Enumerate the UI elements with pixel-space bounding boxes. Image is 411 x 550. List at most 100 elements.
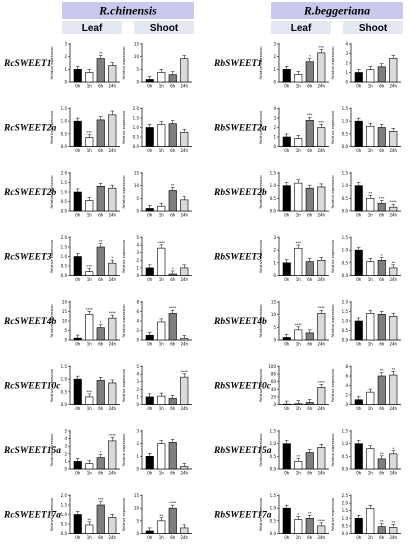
bar-rcsweet1-shoot-1h [157, 72, 166, 83]
sig-rbsweet2a-leaf-3: *** [319, 120, 325, 124]
ytick-label-rcsweet1-leaf-1: 1 [64, 67, 67, 72]
ytick-label-rcsweet2a-leaf-2: 1.0 [61, 119, 68, 124]
bar-rbsweet2a-leaf-0h [282, 136, 291, 147]
ylabel-rcsweet10c-shoot: Relative expression [122, 369, 126, 402]
bar-rbsweet4b-shoot-24h [389, 315, 398, 341]
ytick-label-rcsweet10c-shoot-0: 0 [136, 402, 139, 407]
ylabel-rbsweet15a-leaf: Relative expression [259, 433, 263, 466]
bar-rcsweet2a-shoot-6h [168, 123, 177, 147]
xtick-rcsweet2b-shoot-2: 6h [170, 213, 176, 218]
species-band-rc [62, 2, 194, 19]
xtick-rcsweet2b-shoot-1: 1h [159, 213, 165, 218]
ytick-label-rcsweet15a-shoot-2: 2 [136, 441, 139, 446]
bar-rbsweet1-shoot-6h [377, 66, 386, 83]
ytick-label-rcsweet2b-leaf-4: 2.0 [61, 171, 68, 176]
ytick-label-rbsweet4b-shoot-1: 0.5 [342, 328, 349, 333]
ylabel-rcsweet2a-shoot: Relative expression [122, 111, 126, 144]
xtick-rbsweet2b-leaf-3: 24h [317, 213, 325, 218]
ytick-label-rcsweet10c-shoot-2: 2 [136, 387, 139, 392]
xtick-rcsweet3-shoot-3: 24h [180, 277, 188, 282]
bar-rcsweet3-shoot-6h [168, 273, 177, 276]
ytick-label-rcsweet10c-shoot-1: 1 [136, 394, 139, 399]
ytick-label-rcsweet1-leaf-3: 3 [64, 42, 67, 47]
xtick-rbsweet17a-leaf-2: 6h [307, 535, 313, 540]
sig-rbsweet10c-leaf-3: **** [318, 380, 325, 384]
bar-rbsweet2a-leaf-24h [317, 127, 326, 147]
ytick-label-rbsweet17a-shoot-1: 0.5 [342, 523, 349, 528]
sig-rcsweet2b-shoot-2: ** [171, 183, 175, 187]
bar-rbsweet17a-shoot-24h [389, 527, 398, 534]
xtick-rbsweet4b-shoot-3: 24h [389, 342, 397, 347]
bar-rbsweet1-leaf-1h [294, 74, 303, 83]
xtick-rbsweet3-shoot-0: 0h [356, 277, 362, 282]
bar-rcsweet15a-shoot-1h [157, 443, 166, 470]
ylabel-rcsweet1-shoot: Relative expression [122, 46, 126, 79]
xtick-rbsweet15a-leaf-0: 0h [284, 471, 290, 476]
xtick-rcsweet17a-leaf-0: 0h [75, 535, 81, 540]
ylabel-rbsweet3-leaf: Relative expression [259, 240, 263, 273]
xtick-rbsweet17a-shoot-2: 6h [379, 535, 385, 540]
bar-rbsweet3-leaf-6h [305, 261, 314, 276]
ytick-label-rcsweet15a-leaf-4: 4 [64, 436, 67, 441]
xtick-rcsweet3-shoot-1: 1h [159, 277, 165, 282]
xtick-rbsweet10c-shoot-0: 0h [356, 406, 362, 411]
ytick-label-rbsweet3-shoot-1: 0.5 [342, 260, 349, 265]
ytick-label-rcsweet2b-leaf-2: 1.0 [61, 190, 68, 195]
ytick-label-rcsweet2b-shoot-3: 15 [134, 171, 140, 176]
xtick-rcsweet4b-leaf-2: 6h [98, 342, 104, 347]
ytick-label-rcsweet1-shoot-2: 10 [134, 54, 140, 59]
gene-label-rbsweet15a: RbSWEET15a [213, 446, 272, 456]
bar-rbsweet2b-leaf-0h [282, 185, 291, 212]
ytick-label-rcsweet3-leaf-2: 1.0 [61, 254, 68, 259]
sig-rcsweet10c-shoot-3: **** [181, 370, 188, 374]
bar-rcsweet2a-leaf-6h [96, 119, 105, 147]
ytick-label-rcsweet4b-leaf-4: 20 [62, 300, 68, 305]
xtick-rcsweet10c-leaf-2: 6h [98, 406, 104, 411]
bar-rcsweet17a-shoot-1h [157, 520, 166, 534]
ytick-label-rbsweet3-leaf-1: 1 [273, 260, 276, 265]
bar-rbsweet15a-leaf-24h [317, 447, 326, 470]
xtick-rcsweet15a-shoot-1: 1h [159, 471, 165, 476]
xtick-rcsweet2b-leaf-1: 1h [87, 213, 93, 218]
xtick-rbsweet10c-shoot-1: 1h [368, 406, 374, 411]
xtick-rcsweet4b-shoot-3: 24h [180, 342, 188, 347]
ytick-label-rcsweet3-shoot-4: 4 [136, 243, 139, 248]
xtick-rbsweet17a-leaf-0: 0h [284, 535, 290, 540]
xtick-rcsweet1-shoot-2: 6h [170, 84, 176, 89]
xtick-rcsweet2a-shoot-2: 6h [170, 148, 176, 153]
bar-rbsweet4b-leaf-0h [282, 337, 291, 341]
xtick-rbsweet17a-shoot-3: 24h [389, 535, 397, 540]
bar-rbsweet4b-leaf-6h [305, 332, 314, 341]
xtick-rbsweet10c-leaf-1: 1h [296, 406, 302, 411]
ytick-label-rbsweet3-leaf-2: 2 [273, 248, 276, 253]
bar-rbsweet17a-shoot-6h [377, 526, 386, 534]
ytick-label-rbsweet10c-leaf-1: 20 [271, 394, 277, 399]
xtick-rbsweet2b-shoot-0: 0h [356, 213, 362, 218]
bar-rcsweet10c-leaf-1h [85, 396, 94, 405]
xtick-rcsweet1-shoot-0: 0h [147, 84, 153, 89]
bar-rcsweet2b-leaf-6h [96, 186, 105, 212]
ytick-label-rbsweet15a-leaf-3: 1.5 [270, 429, 277, 434]
bar-rbsweet1-leaf-0h [282, 69, 291, 83]
ytick-label-rbsweet15a-shoot-3: 1.5 [342, 429, 349, 434]
ytick-label-rbsweet10c-leaf-2: 40 [271, 387, 277, 392]
species-title-rb: R.beggeriana [303, 4, 370, 18]
ytick-label-rcsweet17a-shoot-3: 15 [134, 493, 140, 498]
bar-rbsweet17a-shoot-1h [366, 508, 375, 534]
ytick-label-rbsweet17a-leaf-1: 0.5 [270, 518, 277, 523]
ytick-label-rcsweet2a-leaf-3: 1.5 [61, 106, 68, 111]
bar-rbsweet3-leaf-0h [282, 262, 291, 276]
ytick-label-rcsweet17a-leaf-3: 1.5 [61, 503, 68, 508]
ytick-label-rbsweet10c-leaf-3: 60 [271, 379, 277, 384]
ytick-label-rcsweet15a-leaf-3: 3 [64, 444, 67, 449]
sig-rcsweet10c-leaf-1: *** [87, 390, 93, 394]
sig-rcsweet1-leaf-2: ** [99, 52, 103, 56]
xtick-rcsweet1-leaf-1: 1h [87, 84, 93, 89]
ytick-label-rcsweet2a-shoot-4: 2.0 [133, 106, 140, 111]
ylabel-rcsweet3-leaf: Relative expression [50, 240, 54, 273]
ylabel-rcsweet10c-leaf: Relative expression [50, 369, 54, 402]
ytick-label-rbsweet4b-shoot-4: 2.0 [342, 300, 349, 305]
ytick-label-rcsweet4b-leaf-1: 5 [64, 328, 67, 333]
sig-rbsweet2b-shoot-2: *** [379, 196, 385, 200]
